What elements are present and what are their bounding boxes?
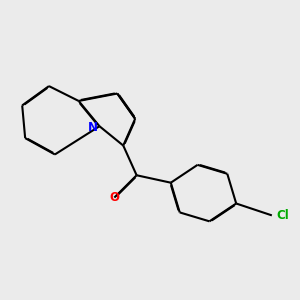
Text: Cl: Cl xyxy=(276,209,289,222)
Text: N: N xyxy=(88,121,98,134)
Text: O: O xyxy=(109,191,119,204)
